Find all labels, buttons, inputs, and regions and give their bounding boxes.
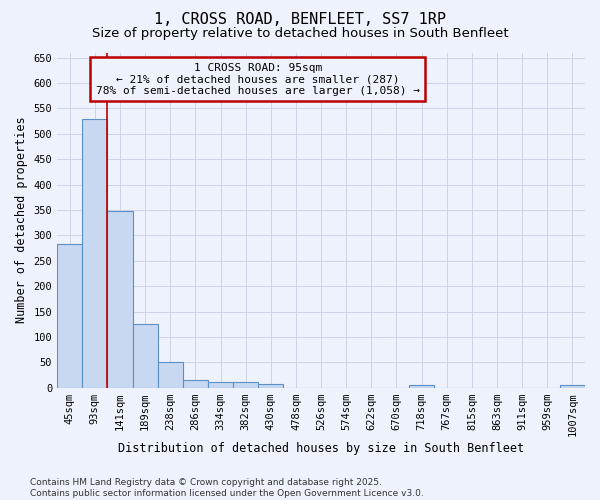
Bar — [82, 118, 107, 388]
Bar — [409, 385, 434, 388]
Text: 1, CROSS ROAD, BENFLEET, SS7 1RP: 1, CROSS ROAD, BENFLEET, SS7 1RP — [154, 12, 446, 28]
Bar — [560, 385, 585, 388]
Bar — [107, 211, 133, 388]
Bar — [57, 244, 82, 388]
Bar — [208, 382, 233, 388]
Y-axis label: Number of detached properties: Number of detached properties — [15, 117, 28, 324]
Text: Size of property relative to detached houses in South Benfleet: Size of property relative to detached ho… — [92, 28, 508, 40]
Bar — [133, 324, 158, 388]
Text: 1 CROSS ROAD: 95sqm
← 21% of detached houses are smaller (287)
78% of semi-detac: 1 CROSS ROAD: 95sqm ← 21% of detached ho… — [96, 62, 420, 96]
Text: Contains HM Land Registry data © Crown copyright and database right 2025.
Contai: Contains HM Land Registry data © Crown c… — [30, 478, 424, 498]
Bar — [158, 362, 183, 388]
Bar — [183, 380, 208, 388]
Bar — [258, 384, 283, 388]
Bar — [233, 382, 258, 388]
X-axis label: Distribution of detached houses by size in South Benfleet: Distribution of detached houses by size … — [118, 442, 524, 455]
